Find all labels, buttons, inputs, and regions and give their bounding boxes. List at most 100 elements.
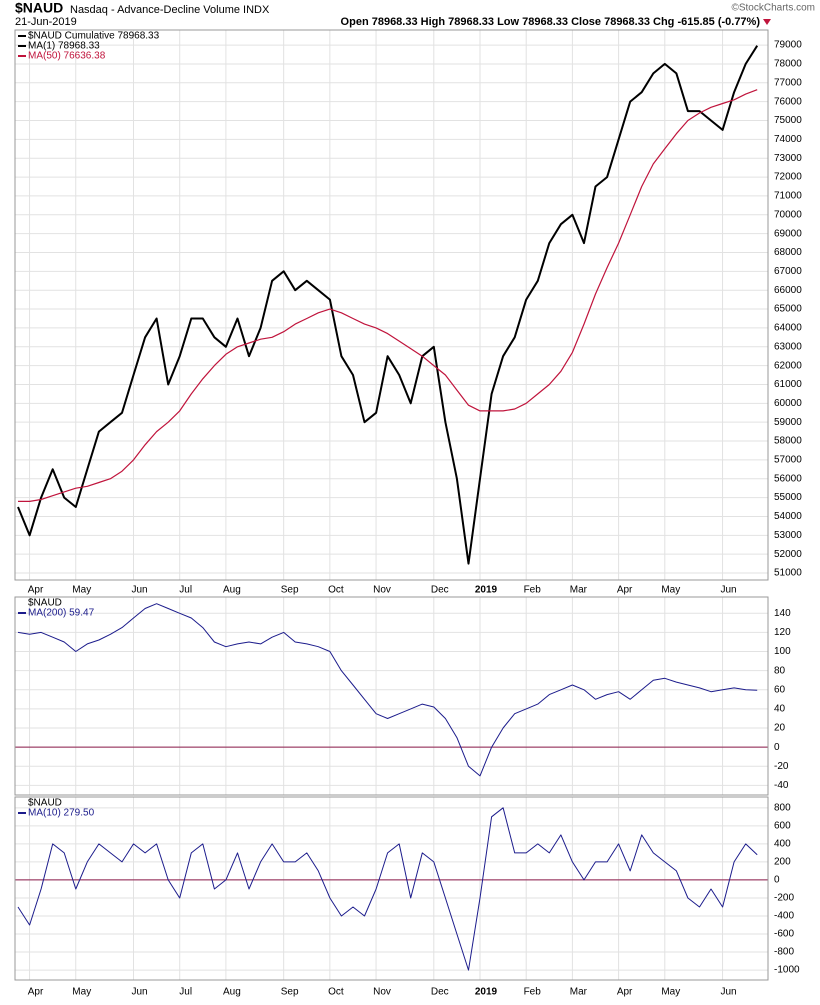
y-tick-label: -1000 — [774, 965, 800, 976]
y-tick-label: 100 — [774, 646, 791, 657]
series-line — [18, 89, 758, 502]
y-tick-label: 54000 — [774, 511, 802, 522]
quote: Open 78968.33 High 78968.33 Low 78968.33… — [341, 16, 761, 28]
y-tick-label: 400 — [774, 839, 791, 850]
symbol: $NAUD — [15, 0, 63, 16]
y-tick-label: 51000 — [774, 568, 802, 579]
y-tick-label: -20 — [774, 761, 789, 772]
y-tick-label: 59000 — [774, 417, 802, 428]
y-tick-label: -40 — [774, 780, 789, 791]
x-tick-label: Dec — [431, 585, 449, 596]
y-tick-label: 58000 — [774, 436, 802, 447]
series-line — [17, 45, 759, 565]
x-tick-label: Jul — [179, 585, 192, 596]
y-tick-label: 74000 — [774, 134, 802, 145]
x-tick-label: Aug — [223, 987, 241, 998]
y-tick-label: 80 — [774, 665, 786, 676]
x-tick-label: Jun — [131, 987, 147, 998]
x-tick-label: Oct — [328, 987, 344, 998]
y-tick-label: 52000 — [774, 549, 802, 560]
x-tick-label: Jun — [720, 585, 736, 596]
y-tick-label: 66000 — [774, 285, 802, 296]
y-tick-label: -200 — [774, 893, 794, 904]
legend-label: MA(1) 78968.33 — [28, 41, 100, 52]
x-tick-label: Feb — [524, 585, 542, 596]
y-tick-label: 78000 — [774, 59, 802, 70]
y-tick-label: 61000 — [774, 379, 802, 390]
x-tick-label: Nov — [373, 585, 391, 596]
y-tick-label: -400 — [774, 911, 794, 922]
y-tick-label: 56000 — [774, 473, 802, 484]
y-tick-label: 120 — [774, 627, 791, 638]
y-tick-label: 800 — [774, 802, 791, 813]
x-tick-label: Nov — [373, 987, 391, 998]
x-tick-label: Apr — [617, 987, 633, 998]
panel-label: $NAUD — [28, 598, 62, 609]
x-tick-label: Sep — [281, 987, 299, 998]
y-tick-label: 67000 — [774, 266, 802, 277]
y-tick-label: 69000 — [774, 228, 802, 239]
y-tick-label: 77000 — [774, 77, 802, 88]
x-tick-label: Apr — [28, 585, 44, 596]
x-tick-label: Mar — [570, 585, 588, 596]
y-tick-label: 40 — [774, 704, 786, 715]
description: Nasdaq - Advance-Decline Volume INDX — [70, 4, 270, 16]
y-tick-label: 0 — [774, 742, 780, 753]
y-tick-label: 76000 — [774, 96, 802, 107]
y-tick-label: 62000 — [774, 360, 802, 371]
y-tick-label: 60 — [774, 684, 786, 695]
y-tick-label: 68000 — [774, 247, 802, 258]
y-tick-label: 71000 — [774, 191, 802, 202]
y-tick-label: 65000 — [774, 304, 802, 315]
x-tick-label: Jun — [131, 585, 147, 596]
x-tick-label: Sep — [281, 585, 299, 596]
series-line — [17, 603, 758, 777]
y-tick-label: 53000 — [774, 530, 802, 541]
y-tick-label: 79000 — [774, 40, 802, 51]
y-tick-label: 200 — [774, 857, 791, 868]
x-tick-label: May — [661, 987, 680, 998]
x-tick-label: Feb — [524, 987, 542, 998]
y-tick-label: 70000 — [774, 209, 802, 220]
y-tick-label: 20 — [774, 723, 786, 734]
x-tick-label: Oct — [328, 585, 344, 596]
y-tick-label: -600 — [774, 929, 794, 940]
x-tick-label: Jun — [720, 987, 736, 998]
panel-label: $NAUD — [28, 798, 62, 809]
x-tick-label: May — [72, 987, 91, 998]
y-tick-label: 64000 — [774, 323, 802, 334]
panel-frame — [14, 596, 769, 796]
x-tick-label: May — [72, 585, 91, 596]
x-tick-label: Jul — [179, 987, 192, 998]
down-arrow — [763, 19, 771, 25]
x-tick-label: Mar — [570, 987, 588, 998]
y-tick-label: 140 — [774, 608, 791, 619]
y-tick-label: 75000 — [774, 115, 802, 126]
copyright: ©StockCharts.com — [731, 3, 815, 14]
x-tick-label: Apr — [617, 585, 633, 596]
y-tick-label: 73000 — [774, 153, 802, 164]
x-tick-label: Dec — [431, 987, 449, 998]
y-tick-label: 0 — [774, 875, 780, 886]
x-tick-label: May — [661, 585, 680, 596]
x-tick-label: 2019 — [475, 987, 498, 998]
date: 21-Jun-2019 — [15, 16, 77, 28]
x-tick-label: Apr — [28, 987, 44, 998]
legend-label: $NAUD Cumulative 78968.33 — [28, 31, 160, 42]
y-tick-label: -800 — [774, 947, 794, 958]
y-tick-label: 60000 — [774, 398, 802, 409]
legend-label: MA(200) 59.47 — [28, 608, 95, 619]
legend-label: MA(10) 279.50 — [28, 808, 95, 819]
panel-frame — [14, 796, 769, 981]
y-tick-label: 72000 — [774, 172, 802, 183]
series-line — [17, 807, 758, 971]
x-tick-label: Aug — [223, 585, 241, 596]
x-tick-label: 2019 — [475, 585, 498, 596]
y-tick-label: 63000 — [774, 341, 802, 352]
y-tick-label: 600 — [774, 820, 791, 831]
panel-frame — [14, 29, 769, 581]
legend-label: MA(50) 76636.38 — [28, 51, 106, 62]
y-tick-label: 57000 — [774, 455, 802, 466]
y-tick-label: 55000 — [774, 492, 802, 503]
